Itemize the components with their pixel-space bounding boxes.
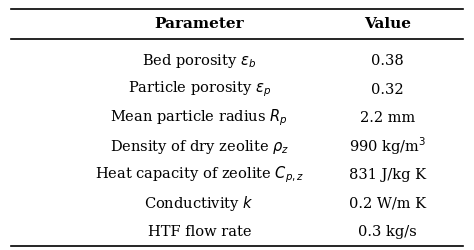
Text: 831 J/kg K: 831 J/kg K: [349, 168, 426, 181]
Text: 0.38: 0.38: [372, 54, 404, 68]
Text: 0.2 W/m K: 0.2 W/m K: [349, 196, 426, 210]
Text: Density of dry zeolite $\rho_z$: Density of dry zeolite $\rho_z$: [109, 137, 289, 155]
Text: Mean particle radius $R_p$: Mean particle radius $R_p$: [110, 107, 288, 128]
Text: Heat capacity of zeolite $C_{p,z}$: Heat capacity of zeolite $C_{p,z}$: [95, 164, 304, 185]
Text: Value: Value: [365, 17, 411, 30]
Text: 0.3 kg/s: 0.3 kg/s: [358, 224, 417, 238]
Text: Parameter: Parameter: [155, 17, 244, 30]
Text: Bed porosity $\varepsilon_b$: Bed porosity $\varepsilon_b$: [142, 52, 256, 70]
Text: Particle porosity $\varepsilon_p$: Particle porosity $\varepsilon_p$: [128, 80, 271, 99]
Text: 2.2 mm: 2.2 mm: [360, 110, 415, 124]
Text: HTF flow rate: HTF flow rate: [147, 224, 251, 238]
Text: 0.32: 0.32: [372, 82, 404, 96]
Text: 990 kg/m$^3$: 990 kg/m$^3$: [349, 135, 427, 157]
Text: Conductivity $k$: Conductivity $k$: [145, 194, 254, 212]
